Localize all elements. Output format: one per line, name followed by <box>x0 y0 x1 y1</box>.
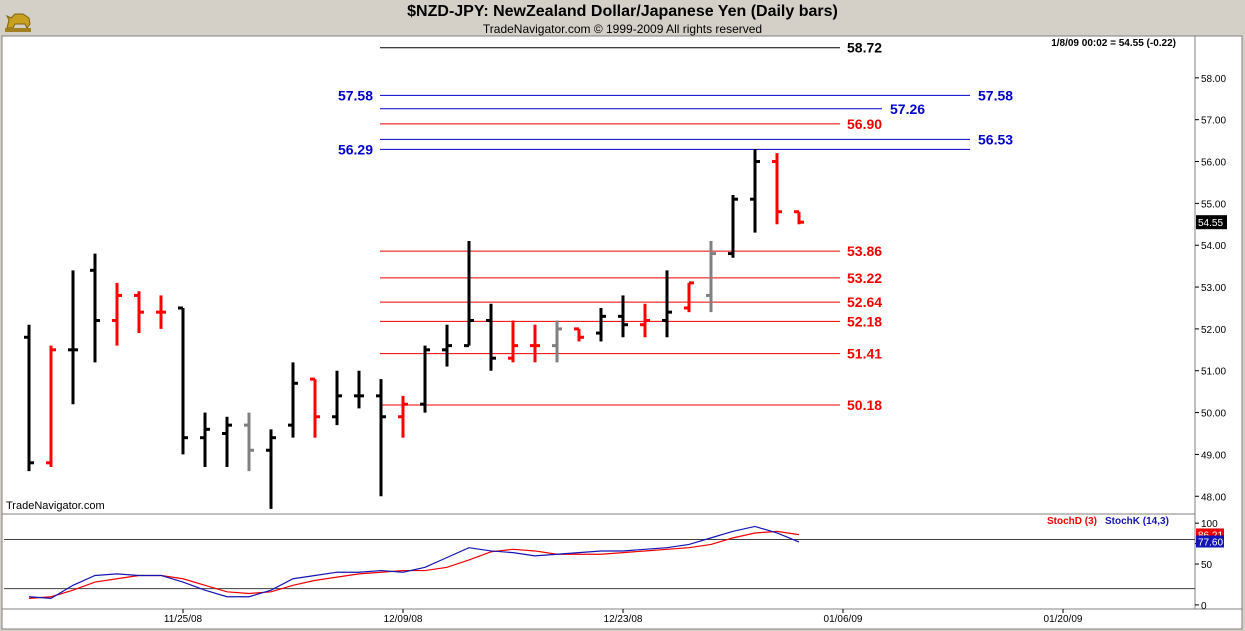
y-tick-label: 48.00 <box>1201 492 1226 503</box>
level-label: 53.22 <box>847 270 882 286</box>
y-tick-label: 51.00 <box>1201 367 1226 378</box>
level-label: 57.26 <box>890 101 925 117</box>
price-info: 1/8/09 00:02 = 54.55 (-0.22) <box>1051 38 1176 49</box>
x-tick-label: 12/09/08 <box>384 614 423 625</box>
y-tick-label: 50.00 <box>1201 409 1226 420</box>
y-tick-label: 52.00 <box>1201 325 1226 336</box>
level-label: 57.58 <box>978 87 1013 103</box>
level-label: 53.86 <box>847 243 882 259</box>
osc-legend-k: StochK (14,3) <box>1105 516 1169 527</box>
x-tick-label: 12/23/08 <box>604 614 643 625</box>
y-tick-label: 55.00 <box>1201 199 1226 210</box>
level-label: 56.90 <box>847 116 882 132</box>
last-price-tag <box>1196 215 1227 230</box>
y-tick-label: 57.00 <box>1201 116 1226 127</box>
y-tick-label: 54.00 <box>1201 241 1226 252</box>
level-label: 56.29 <box>338 141 373 157</box>
osc-y-tick-label: 0 <box>1201 601 1207 612</box>
stoch-series-line <box>28 525 800 599</box>
level-label: 56.53 <box>978 131 1013 147</box>
chart-copyright: TradeNavigator.com © 1999-2009 All right… <box>482 22 763 36</box>
osc-value-label: 77.60 <box>1198 537 1223 548</box>
x-tick-label: 01/06/09 <box>824 614 863 625</box>
bull-logo-icon <box>5 13 31 32</box>
level-label: 58.72 <box>847 40 882 56</box>
level-label: 52.18 <box>847 313 882 329</box>
x-tick-label: 11/25/08 <box>164 614 203 625</box>
y-tick-label: 53.00 <box>1201 283 1226 294</box>
osc-value-tag <box>1196 535 1224 548</box>
x-tick-label: 01/20/09 <box>1044 614 1083 625</box>
y-tick-label: 58.00 <box>1201 74 1226 85</box>
osc-legend-d: StochD (3) <box>1047 516 1097 527</box>
last-price-label: 54.55 <box>1198 218 1223 229</box>
y-tick-label: 49.00 <box>1201 450 1226 461</box>
osc-y-tick-label: 100 <box>1201 519 1218 530</box>
y-tick-label: 56.00 <box>1201 158 1226 169</box>
level-label: 57.58 <box>338 87 373 103</box>
chart-title: $NZD-JPY: NewZealand Dollar/Japanese Yen… <box>407 3 838 20</box>
level-label: 52.64 <box>847 294 882 310</box>
osc-y-tick-label: 50 <box>1201 560 1213 571</box>
level-label: 51.41 <box>847 346 882 362</box>
level-label: 50.18 <box>847 397 882 413</box>
watermark: TradeNavigator.com <box>6 500 105 512</box>
